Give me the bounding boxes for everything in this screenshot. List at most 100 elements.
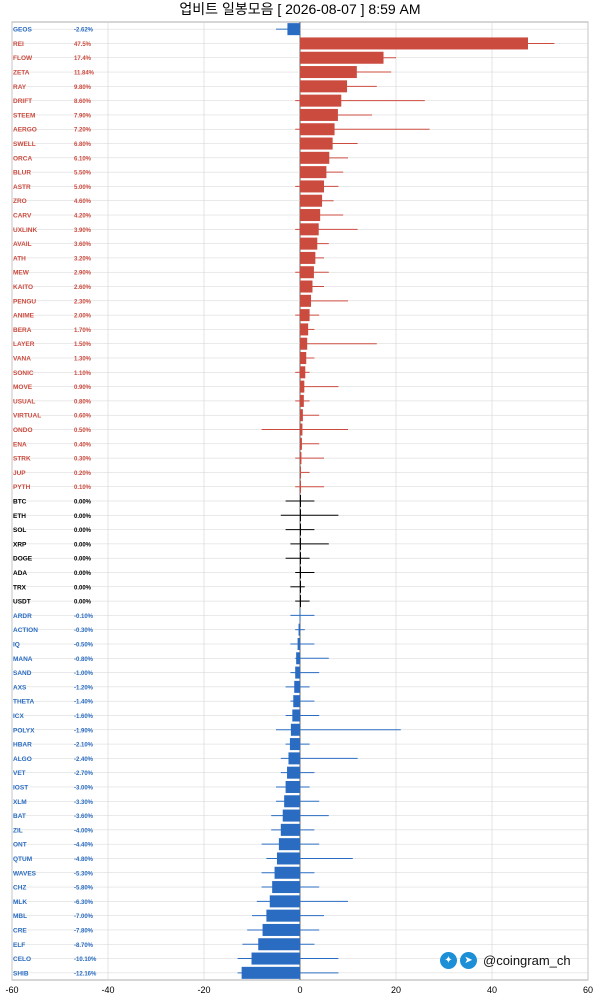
- coin-label: ACTION: [13, 627, 38, 634]
- change-bar: [300, 309, 310, 322]
- bars-layer: [237, 23, 555, 979]
- change-label: 17.4%: [74, 56, 92, 62]
- watermark-text: @coingram_ch: [483, 952, 571, 968]
- coin-label: SONIC: [13, 370, 34, 377]
- x-tick-label: -20: [197, 985, 210, 995]
- change-bar: [300, 337, 308, 350]
- change-bar: [299, 609, 301, 622]
- change-bar: [300, 123, 335, 136]
- change-label: -1.00%: [74, 671, 94, 677]
- change-label: 2.60%: [74, 285, 92, 291]
- change-label: 1.70%: [74, 328, 92, 334]
- change-label: 0.50%: [74, 428, 92, 434]
- change-bar: [295, 666, 300, 679]
- change-label: 6.10%: [74, 156, 92, 162]
- coin-label: SHIB: [13, 970, 29, 977]
- change-label: 1.30%: [74, 357, 92, 363]
- change-bar: [287, 23, 300, 36]
- change-bar: [292, 709, 300, 722]
- coin-label: JUP: [13, 470, 26, 477]
- coin-label: ONDO: [13, 427, 33, 434]
- change-bar: [282, 809, 300, 822]
- change-label: -1.90%: [74, 728, 94, 734]
- coin-label: ALGO: [13, 756, 32, 763]
- change-bar: [300, 66, 357, 79]
- change-label: -0.30%: [74, 628, 94, 634]
- change-bar: [300, 595, 301, 608]
- change-label: -12.16%: [74, 971, 97, 977]
- coin-label: STRK: [13, 456, 31, 463]
- change-bar: [300, 94, 342, 107]
- coin-label: ARDR: [13, 613, 32, 620]
- coin-label: ENA: [13, 441, 27, 448]
- coin-label: SOL: [13, 527, 26, 534]
- change-label: 0.00%: [74, 585, 92, 591]
- change-label: -3.60%: [74, 814, 94, 820]
- coin-label: ONT: [13, 842, 27, 849]
- coin-label: ICX: [13, 713, 25, 720]
- change-label: 0.10%: [74, 485, 92, 491]
- change-label: 3.60%: [74, 242, 92, 248]
- change-label: 2.00%: [74, 314, 92, 320]
- coin-label: PENGU: [13, 298, 36, 305]
- change-label: -4.40%: [74, 843, 94, 849]
- x-tick-label: -60: [5, 985, 18, 995]
- change-bar: [300, 566, 301, 579]
- change-label: 5.00%: [74, 185, 92, 191]
- change-label: 0.00%: [74, 514, 92, 520]
- change-label: 0.80%: [74, 399, 92, 405]
- coin-label: CHZ: [13, 885, 26, 892]
- coin-label: BERA: [13, 327, 32, 334]
- coin-label: USDT: [13, 599, 31, 606]
- change-bar: [266, 909, 300, 922]
- coin-label: MANA: [13, 656, 33, 663]
- x-axis: -60 -40 -20 0 20 40 60: [5, 985, 593, 995]
- coin-label: MEW: [13, 270, 30, 277]
- change-bar: [297, 637, 300, 650]
- change-label: 0.90%: [74, 385, 92, 391]
- change-bar: [289, 738, 300, 751]
- coin-label: SWELL: [13, 141, 36, 148]
- change-label: 1.10%: [74, 371, 92, 377]
- change-bar: [300, 452, 302, 465]
- change-bar: [300, 552, 301, 565]
- x-tick-label: 60: [583, 985, 593, 995]
- change-bar: [300, 37, 528, 50]
- coin-label: BTC: [13, 499, 27, 506]
- change-label: 1.50%: [74, 342, 92, 348]
- coin-label: AERGO: [13, 127, 37, 134]
- coin-label: LAYER: [13, 341, 35, 348]
- change-label: -7.80%: [74, 928, 94, 934]
- change-label: 4.20%: [74, 214, 92, 220]
- change-label: 3.90%: [74, 228, 92, 234]
- change-bar: [300, 366, 306, 379]
- change-bar: [300, 409, 303, 422]
- coin-label: CARV: [13, 213, 32, 220]
- x-tick-label: -40: [101, 985, 114, 995]
- change-label: 0.00%: [74, 528, 92, 534]
- coin-label: XLM: [13, 799, 27, 806]
- coin-label: RAY: [13, 84, 27, 91]
- change-bar: [298, 623, 300, 636]
- coin-label: XRP: [13, 541, 27, 548]
- change-label: 0.30%: [74, 457, 92, 463]
- change-label: -4.80%: [74, 857, 94, 863]
- change-bar: [288, 752, 300, 765]
- coin-label: WAVES: [13, 870, 37, 877]
- coin-label: POLYX: [13, 727, 35, 734]
- change-bar: [300, 80, 348, 93]
- coin-label: REI: [13, 41, 24, 48]
- change-bar: [287, 766, 300, 779]
- change-label: -0.80%: [74, 657, 94, 663]
- change-bar: [296, 652, 300, 665]
- change-label: 7.20%: [74, 128, 92, 134]
- coin-label: AXS: [13, 684, 27, 691]
- twitter-icon: ✦: [440, 951, 457, 969]
- change-bar: [284, 795, 300, 808]
- coin-label: VET: [13, 770, 26, 777]
- change-bar: [300, 108, 338, 121]
- change-label: 0.00%: [74, 557, 92, 563]
- change-bar: [300, 223, 319, 236]
- change-label: -5.30%: [74, 871, 94, 877]
